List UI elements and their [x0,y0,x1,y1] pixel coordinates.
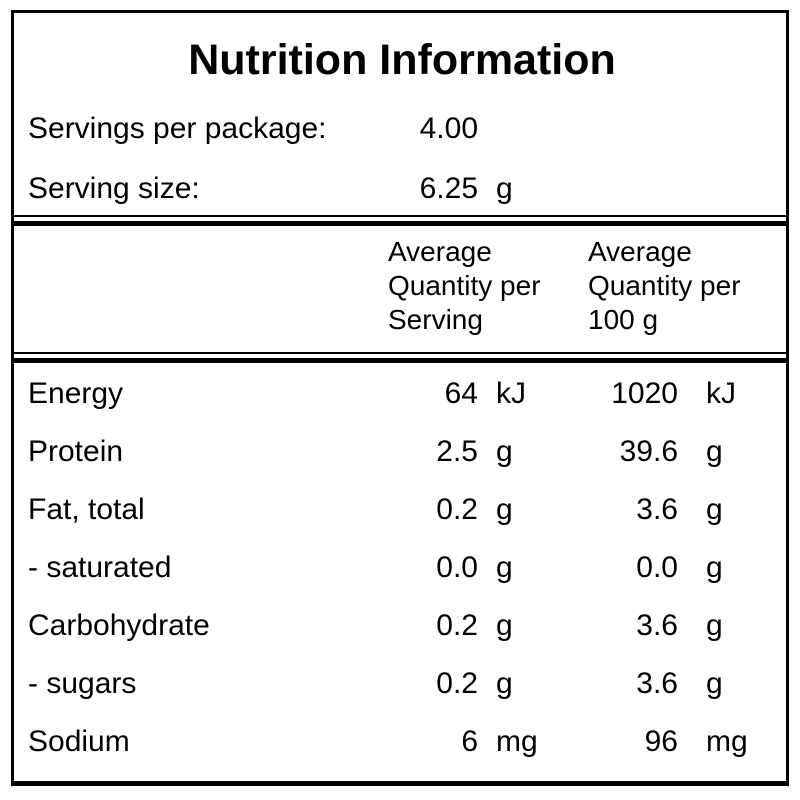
per-100g-value: 3.6 [636,493,678,526]
column-header-per-serving: Average Quantity per Serving [388,236,541,335]
nutrient-name: Fat, total [28,493,145,526]
nutrient-row: Energy 64 kJ 1020 kJ [28,365,776,423]
nutrient-name: Energy [28,377,124,410]
nutrient-name: Carbohydrate [28,609,210,642]
per-serving-unit: g [496,435,513,468]
per-100g-value: 39.6 [619,435,678,468]
per-serving-unit: mg [496,725,538,758]
column-header-per-100g: Average Quantity per 100 g [588,236,741,335]
per-100g-unit: g [706,551,723,584]
per-serving-value: 0.2 [436,609,478,642]
per-serving-unit: g [496,493,513,526]
per-100g-value: 0.0 [636,551,678,584]
serving-info-value: 4.00 [419,112,478,145]
serving-info-unit: g [496,172,513,205]
nutrition-label: Nutrition Information Servings per packa… [11,10,789,786]
per-100g-value: 3.6 [636,667,678,700]
column-header-row: Average Quantity per Serving Average Qua… [28,235,776,337]
nutrient-name: Protein [28,435,124,468]
per-100g-unit: g [706,667,723,700]
serving-info-label: Serving size: [28,172,200,205]
per-serving-value: 64 [444,377,478,410]
per-serving-unit: kJ [496,377,526,410]
per-100g-unit: g [706,435,723,468]
serving-info-value: 6.25 [419,172,478,205]
per-serving-value: 2.5 [436,435,478,468]
per-100g-unit: kJ [706,377,736,410]
nutrient-table-body: Energy 64 kJ 1020 kJ Protein 2.5 g 39.6 … [14,358,786,771]
per-serving-unit: g [496,551,513,584]
nutrient-name: Sodium [28,725,130,758]
serving-info-row: Servings per package: 4.00 [28,109,776,149]
per-100g-value: 3.6 [636,609,678,642]
nutrient-row: Sodium 6 mg 96 mg [28,713,776,771]
per-serving-value: 0.2 [436,493,478,526]
nutrient-row: Carbohydrate 0.2 g 3.6 g [28,597,776,655]
nutrient-row: Protein 2.5 g 39.6 g [28,423,776,481]
per-serving-unit: g [496,667,513,700]
per-100g-unit: g [706,609,723,642]
label-top-section: Nutrition Information Servings per packa… [14,13,786,217]
column-header-section: Average Quantity per Serving Average Qua… [14,221,786,354]
nutrient-name: - sugars [28,667,137,700]
nutrient-rows-container: Energy 64 kJ 1020 kJ Protein 2.5 g 39.6 … [28,365,776,771]
serving-info-row: Serving size: 6.25 g [28,169,776,209]
label-title: Nutrition Information [188,36,616,84]
per-serving-unit: g [496,609,513,642]
per-100g-unit: mg [706,725,748,758]
per-100g-value: 96 [644,725,678,758]
nutrient-name: - saturated [28,551,172,584]
per-100g-unit: g [706,493,723,526]
nutrient-row: - saturated 0.0 g 0.0 g [28,539,776,597]
nutrient-row: Fat, total 0.2 g 3.6 g [28,481,776,539]
per-100g-value: 1020 [611,377,678,410]
per-serving-value: 0.0 [436,551,478,584]
per-serving-value: 6 [461,725,478,758]
per-serving-value: 0.2 [436,667,478,700]
column-header-spacer [28,235,368,337]
serving-info-block: Servings per package: 4.00 Serving size:… [28,109,776,209]
serving-info-label: Servings per package: [28,112,327,145]
nutrient-row: - sugars 0.2 g 3.6 g [28,655,776,713]
